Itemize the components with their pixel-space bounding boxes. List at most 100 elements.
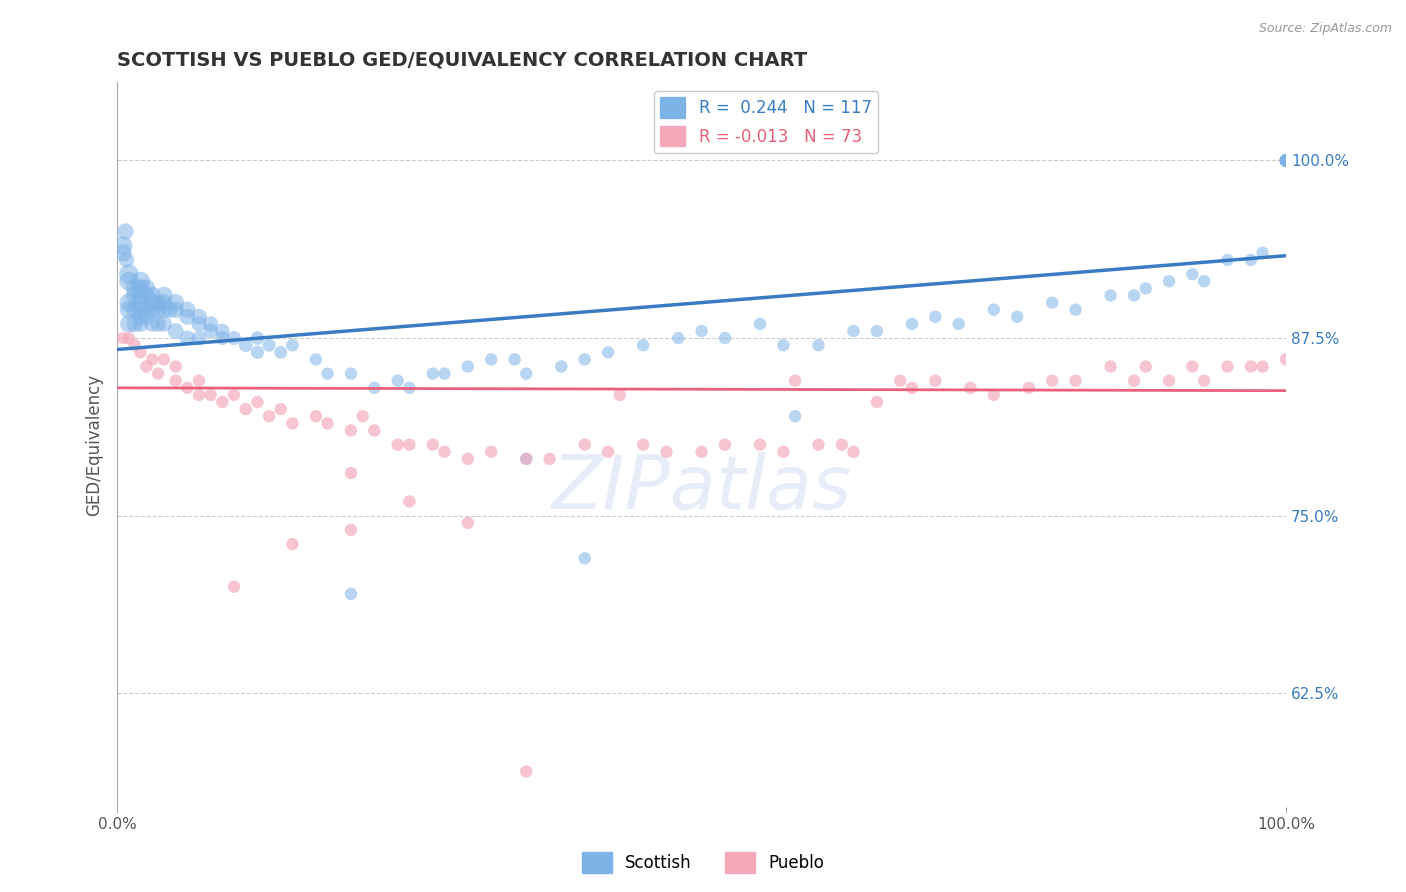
Point (257, 409, 280, 424)
Point (211, 331, 233, 345)
Point (188, 317, 211, 331)
Point (352, 409, 374, 424)
Point (118, 295, 141, 310)
Point (141, 295, 163, 310)
Point (165, 374, 187, 388)
Point (842, 444, 865, 458)
Point (211, 324, 233, 338)
Point (141, 302, 163, 317)
Point (422, 438, 444, 452)
Point (124, 302, 146, 317)
Point (1040, 295, 1063, 310)
Point (842, 324, 865, 338)
Point (1275, 153, 1298, 168)
Point (316, 367, 339, 381)
Point (257, 338, 280, 352)
Point (889, 374, 911, 388)
Point (1275, 352, 1298, 367)
Point (118, 302, 141, 317)
Point (129, 274, 152, 288)
Point (129, 295, 152, 310)
Point (983, 388, 1005, 402)
Point (1275, 153, 1298, 168)
Point (783, 374, 806, 388)
Point (176, 310, 198, 324)
Point (515, 451, 537, 466)
Point (1018, 381, 1040, 395)
Point (398, 494, 420, 508)
Point (1275, 153, 1298, 168)
Point (866, 324, 889, 338)
Point (316, 417, 339, 431)
Point (129, 310, 152, 324)
Point (503, 352, 526, 367)
Point (1251, 245, 1274, 260)
Point (1275, 153, 1298, 168)
Point (1275, 153, 1298, 168)
Point (211, 395, 233, 409)
Point (165, 359, 187, 374)
Point (1064, 374, 1087, 388)
Point (246, 345, 269, 359)
Text: ZIPatlas: ZIPatlas (551, 452, 852, 524)
Point (666, 331, 689, 345)
Point (141, 317, 163, 331)
Point (398, 381, 420, 395)
Legend: R =  0.244   N = 117, R = -0.013   N = 73: R = 0.244 N = 117, R = -0.013 N = 73 (654, 91, 879, 153)
Legend: Scottish, Pueblo: Scottish, Pueblo (575, 846, 831, 880)
Point (270, 345, 292, 359)
Text: Source: ZipAtlas.com: Source: ZipAtlas.com (1258, 22, 1392, 36)
Point (387, 438, 409, 452)
Point (124, 317, 146, 331)
Point (1275, 153, 1298, 168)
Point (222, 388, 245, 402)
Point (422, 367, 444, 381)
Point (281, 417, 304, 431)
Point (135, 288, 157, 302)
Point (1275, 153, 1298, 168)
Point (141, 352, 163, 367)
Point (153, 317, 176, 331)
Point (1123, 374, 1146, 388)
Point (783, 409, 806, 424)
Point (959, 381, 981, 395)
Point (1192, 274, 1215, 288)
Point (1275, 153, 1298, 168)
Point (866, 395, 889, 409)
Point (340, 424, 363, 438)
Point (235, 402, 257, 417)
Point (305, 352, 328, 367)
Point (1275, 153, 1298, 168)
Point (1040, 374, 1063, 388)
Point (363, 424, 385, 438)
Point (1157, 374, 1180, 388)
Point (270, 402, 292, 417)
Point (165, 295, 187, 310)
Point (631, 338, 654, 352)
Point (1275, 153, 1298, 168)
Point (112, 245, 135, 260)
Point (246, 395, 269, 409)
Point (165, 324, 187, 338)
Point (807, 438, 830, 452)
Point (363, 381, 385, 395)
Point (176, 302, 198, 317)
Text: SCOTTISH VS PUEBLO GED/EQUIVALENCY CORRELATION CHART: SCOTTISH VS PUEBLO GED/EQUIVALENCY CORRE… (117, 51, 807, 70)
Point (118, 317, 141, 331)
Point (118, 331, 141, 345)
Point (114, 225, 136, 239)
Point (340, 466, 363, 480)
Point (188, 331, 211, 345)
Point (305, 409, 328, 424)
Point (387, 374, 409, 388)
Point (538, 451, 561, 466)
Point (188, 388, 211, 402)
Point (153, 288, 176, 302)
Point (135, 281, 157, 295)
Point (124, 281, 146, 295)
Point (115, 252, 138, 267)
Point (457, 359, 479, 374)
Point (129, 345, 152, 359)
Point (188, 374, 211, 388)
Point (690, 324, 713, 338)
